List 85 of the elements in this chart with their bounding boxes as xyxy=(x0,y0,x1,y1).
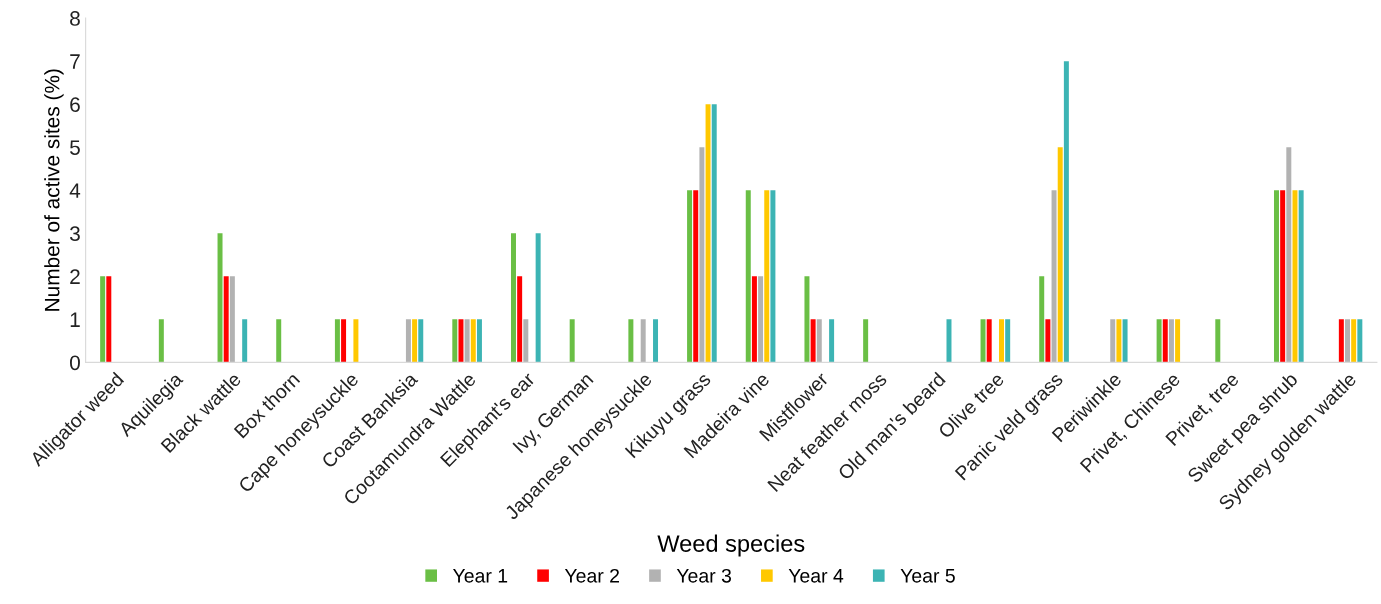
bar xyxy=(1292,190,1298,363)
bar xyxy=(1351,319,1357,363)
bar xyxy=(341,319,347,363)
bar xyxy=(452,319,458,363)
y-tick-label: 0 xyxy=(69,355,80,371)
bar xyxy=(158,319,164,363)
bar xyxy=(1005,319,1011,363)
bar xyxy=(705,104,711,363)
y-tick-label: 2 xyxy=(70,269,80,284)
bar xyxy=(986,319,992,363)
bar xyxy=(829,319,835,363)
bar xyxy=(653,319,659,363)
bar xyxy=(1110,319,1116,363)
bar xyxy=(458,319,464,363)
bar xyxy=(1063,61,1069,363)
bar xyxy=(476,319,482,363)
bar xyxy=(999,319,1005,363)
bar xyxy=(418,319,424,363)
legend-label: Year 1 xyxy=(452,569,508,583)
bar xyxy=(764,190,770,363)
y-tick-label: 3 xyxy=(69,226,80,242)
bar xyxy=(1156,319,1162,363)
y-tick-label: 8 xyxy=(70,11,80,26)
bar xyxy=(980,319,986,363)
bar xyxy=(1057,147,1063,363)
y-tick-label: 6 xyxy=(70,97,80,112)
bar xyxy=(1280,190,1286,363)
bar xyxy=(1345,319,1351,363)
bar xyxy=(1338,319,1344,363)
bar xyxy=(693,190,699,363)
bar xyxy=(1122,319,1128,363)
bar xyxy=(412,319,418,363)
bar xyxy=(353,319,359,363)
y-tick-label: 5 xyxy=(70,140,80,155)
bar xyxy=(711,104,717,363)
bar xyxy=(863,319,869,363)
bar xyxy=(217,233,223,363)
bar xyxy=(100,276,106,363)
bar xyxy=(1045,319,1051,363)
bar xyxy=(1215,319,1221,363)
y-tick-label: 7 xyxy=(70,54,80,69)
bar xyxy=(517,276,523,363)
bar xyxy=(511,233,516,363)
bar xyxy=(569,319,575,363)
bar xyxy=(946,319,952,363)
bar xyxy=(1051,190,1057,363)
bar xyxy=(229,276,235,363)
x-axis-title: Weed species xyxy=(657,534,805,557)
legend-label: Year 5 xyxy=(900,569,955,583)
bar xyxy=(1286,147,1292,363)
y-tick-label: 1 xyxy=(70,312,80,327)
legend-label: Year 4 xyxy=(788,569,844,583)
bar xyxy=(405,319,411,363)
bar xyxy=(628,319,634,363)
bar xyxy=(334,319,340,363)
bar xyxy=(242,319,248,363)
bar xyxy=(758,276,764,363)
bar xyxy=(751,276,757,363)
bar xyxy=(804,276,810,363)
bar xyxy=(745,190,751,363)
bar xyxy=(1357,319,1363,363)
bar xyxy=(1116,319,1122,363)
bar xyxy=(106,276,112,363)
bar xyxy=(1162,319,1168,363)
legend-label: Year 3 xyxy=(676,568,732,583)
y-axis-title: Number of active sites (%) xyxy=(44,69,64,311)
bar xyxy=(470,319,476,363)
bar xyxy=(1039,276,1045,363)
legend-label: Year 2 xyxy=(564,568,619,583)
bar xyxy=(1298,190,1304,363)
bar xyxy=(816,319,822,363)
bar xyxy=(223,276,229,363)
bar xyxy=(1175,319,1181,363)
bar xyxy=(1168,319,1174,363)
bar xyxy=(770,190,776,363)
bar xyxy=(523,319,529,363)
bar xyxy=(535,233,541,363)
y-tick-label: 4 xyxy=(69,183,81,198)
bar xyxy=(699,147,705,363)
bar xyxy=(464,319,470,363)
bar xyxy=(687,190,693,363)
bar xyxy=(276,319,282,363)
bar xyxy=(1274,190,1279,363)
bar xyxy=(640,319,646,363)
bar xyxy=(810,319,816,363)
